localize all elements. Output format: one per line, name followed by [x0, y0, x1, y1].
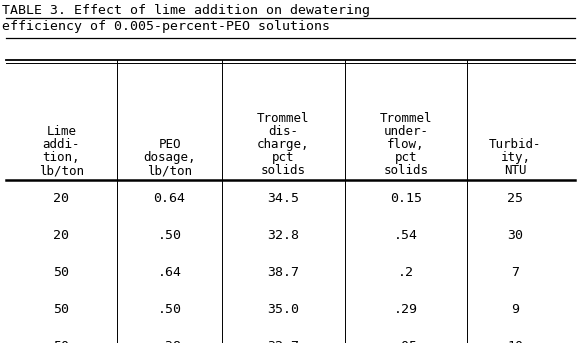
Text: .50: .50 [158, 229, 182, 242]
Text: charge,: charge, [257, 138, 310, 151]
Text: 38.7: 38.7 [267, 266, 300, 279]
Text: 9: 9 [512, 303, 519, 316]
Text: Trommel: Trommel [257, 112, 310, 125]
Text: PEO: PEO [158, 138, 181, 151]
Text: pct: pct [395, 151, 417, 164]
Text: 0.15: 0.15 [390, 192, 422, 205]
Text: 32.7: 32.7 [267, 340, 300, 343]
Text: pct: pct [272, 151, 295, 164]
Text: Lime: Lime [46, 125, 77, 138]
Text: solids: solids [261, 164, 306, 177]
Text: 50: 50 [53, 340, 69, 343]
Text: 50: 50 [53, 266, 69, 279]
Text: .38: .38 [158, 340, 182, 343]
Text: .50: .50 [158, 303, 182, 316]
Text: dis-: dis- [269, 125, 298, 138]
Text: tion,: tion, [43, 151, 80, 164]
Text: 50: 50 [53, 303, 69, 316]
Text: NTU: NTU [504, 164, 527, 177]
Text: .29: .29 [394, 303, 418, 316]
Text: 25: 25 [507, 192, 523, 205]
Text: .54: .54 [394, 229, 418, 242]
Text: addi-: addi- [43, 138, 80, 151]
Text: 35.0: 35.0 [267, 303, 300, 316]
Text: 10: 10 [507, 340, 523, 343]
Text: 32.8: 32.8 [267, 229, 300, 242]
Text: 0.64: 0.64 [154, 192, 186, 205]
Text: 7: 7 [512, 266, 519, 279]
Text: efficiency of 0.005-percent-PEO solutions: efficiency of 0.005-percent-PEO solution… [2, 20, 330, 33]
Text: TABLE 3. Effect of lime addition on dewatering: TABLE 3. Effect of lime addition on dewa… [2, 4, 370, 17]
Text: ity,: ity, [500, 151, 530, 164]
Text: 20: 20 [53, 229, 69, 242]
Text: .2: .2 [398, 266, 414, 279]
Text: .64: .64 [158, 266, 182, 279]
Text: flow,: flow, [387, 138, 425, 151]
Text: lb/ton: lb/ton [39, 164, 84, 177]
Text: 30: 30 [507, 229, 523, 242]
Text: Trommel: Trommel [380, 112, 432, 125]
Text: 34.5: 34.5 [267, 192, 300, 205]
Text: dosage,: dosage, [143, 151, 196, 164]
Text: .05: .05 [394, 340, 418, 343]
Text: lb/ton: lb/ton [147, 164, 192, 177]
Text: solids: solids [383, 164, 428, 177]
Text: under-: under- [383, 125, 428, 138]
Text: Turbid-: Turbid- [489, 138, 542, 151]
Text: 20: 20 [53, 192, 69, 205]
